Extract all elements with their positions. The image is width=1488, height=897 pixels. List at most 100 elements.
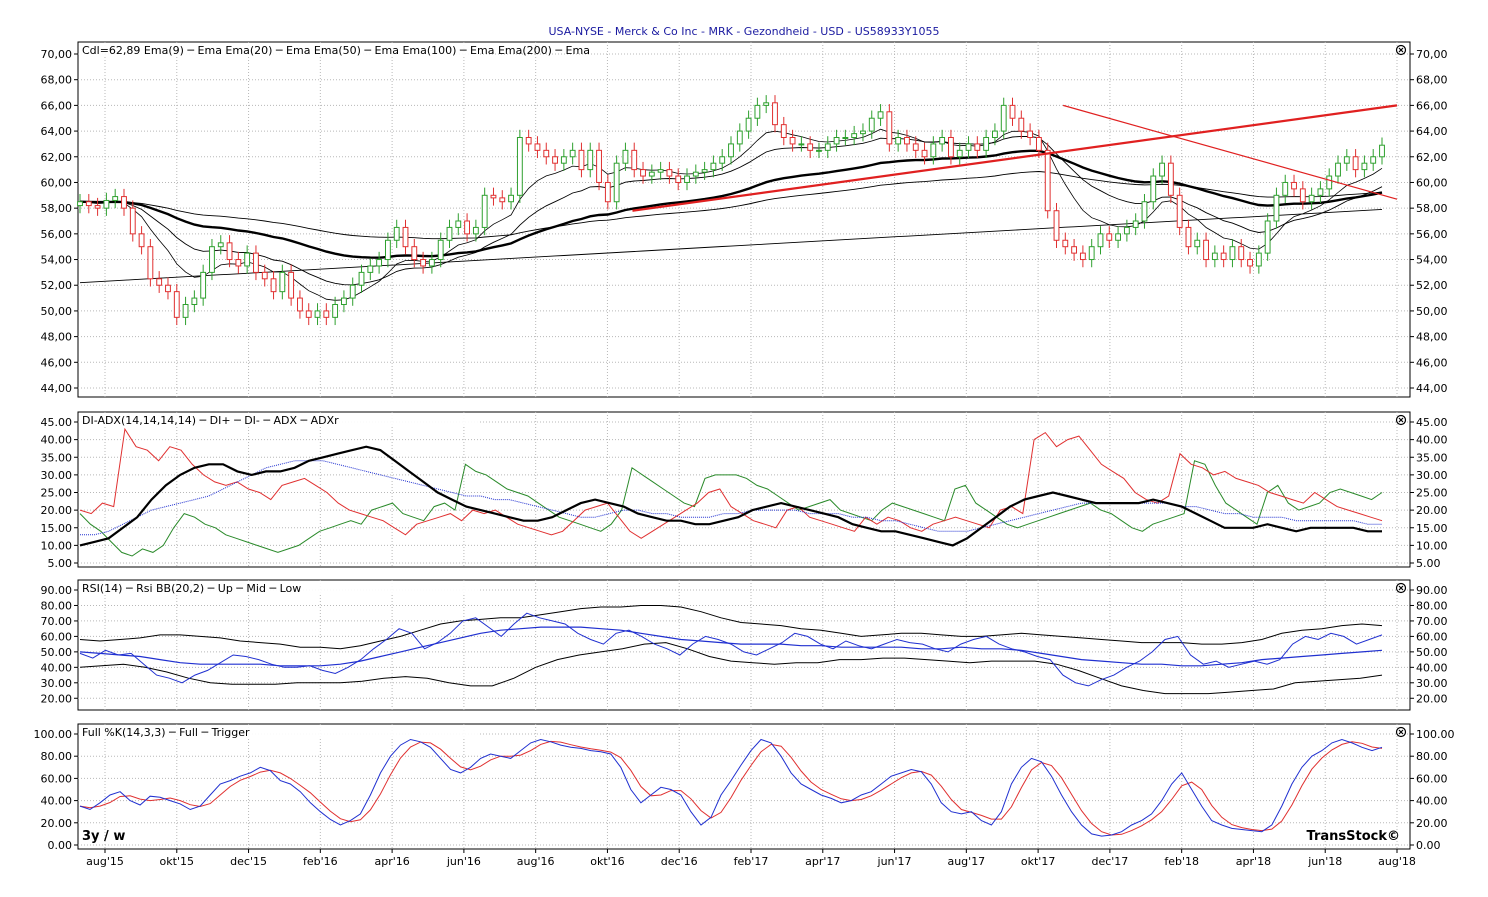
candle	[1203, 239, 1209, 261]
candle	[613, 162, 620, 203]
candle	[534, 143, 541, 151]
y-tick-label-left: 50,00	[41, 305, 73, 318]
y-tick-label-left: 20.00	[41, 504, 73, 517]
stoch-full-line	[79, 738, 1383, 837]
y-tick-label-right: 50.00	[1416, 646, 1448, 659]
x-tick-label: aug'18	[1378, 855, 1416, 868]
y-tick-label-left: 56,00	[41, 228, 73, 241]
candle	[763, 102, 770, 106]
candle	[745, 117, 752, 132]
panel-price: 70,00 70,00 68,00 68,00 66,00 66,00 64,00 64,00…	[41, 41, 1448, 398]
x-tick-label: jun'18	[1307, 855, 1342, 868]
y-tick-label-left: 64,00	[41, 125, 73, 138]
candle	[173, 291, 180, 318]
candle	[692, 171, 699, 177]
close-icon[interactable]	[1395, 582, 1407, 594]
candle	[1299, 188, 1306, 203]
candle	[807, 143, 814, 151]
candle	[349, 284, 356, 299]
y-tick-label-right: 35.00	[1416, 451, 1448, 464]
candle	[191, 297, 198, 306]
y-tick-label-right: 80.00	[1416, 750, 1448, 763]
candle	[1211, 252, 1218, 261]
y-tick-label-left: 60.00	[41, 630, 73, 643]
candle	[1370, 156, 1377, 164]
candle	[1185, 226, 1192, 248]
candle	[754, 104, 761, 119]
candle	[420, 259, 427, 267]
candle	[455, 220, 462, 228]
y-tick-label-right: 30.00	[1416, 469, 1448, 482]
candle	[138, 233, 145, 248]
candle	[314, 310, 321, 318]
x-tick-label: jun'16	[446, 855, 481, 868]
candle	[1071, 246, 1078, 254]
close-icon-cross[interactable]	[1398, 585, 1404, 591]
candle	[182, 304, 189, 318]
y-tick-label-left: 70.00	[41, 615, 73, 628]
stoch-trigger-line	[79, 740, 1383, 836]
y-tick-label-left: 90.00	[41, 584, 73, 597]
candle	[112, 196, 119, 201]
close-icon-cross[interactable]	[1398, 47, 1404, 53]
candle	[895, 137, 902, 145]
candle	[719, 156, 726, 164]
x-tick-label: feb'16	[303, 855, 338, 868]
y-tick-label-right: 45.00	[1416, 416, 1448, 429]
x-tick-label: okt'17	[1021, 855, 1055, 868]
candle	[1088, 246, 1095, 261]
y-tick-label-left: 70,00	[41, 48, 73, 61]
y-tick-label-right: 44,00	[1416, 382, 1448, 395]
candle	[1159, 162, 1165, 177]
candle	[472, 226, 479, 235]
ema-50-line	[79, 149, 1383, 259]
y-tick-label-right: 100.00	[1416, 728, 1455, 741]
candle	[1106, 233, 1113, 241]
panel-frame-price	[77, 41, 1411, 398]
close-icon-cross[interactable]	[1398, 417, 1404, 423]
legend-bg	[80, 726, 480, 739]
candle	[596, 149, 602, 183]
close-icon[interactable]	[1395, 44, 1407, 56]
candle	[464, 220, 471, 235]
candle	[1308, 194, 1315, 203]
candle	[842, 137, 849, 139]
legend-price: Cdl=62,89 Ema(9) ─ Ema Ema(20) ─ Ema Ema…	[82, 44, 590, 57]
candle	[789, 137, 796, 145]
y-tick-label-left: 80.00	[41, 750, 73, 763]
candle	[710, 162, 717, 171]
y-tick-label-left: 45.00	[41, 416, 73, 429]
candle	[1335, 162, 1341, 177]
candle	[736, 130, 743, 145]
y-tick-label-right: 10.00	[1416, 539, 1448, 552]
candle	[165, 284, 171, 293]
candle	[428, 259, 435, 267]
y-tick-label-left: 48,00	[41, 331, 73, 344]
x-tick-label: apr'17	[805, 855, 840, 868]
close-icon-cross[interactable]	[1398, 729, 1404, 735]
candle	[860, 130, 866, 135]
x-tick-label: dec'15	[230, 855, 267, 868]
candle	[1132, 220, 1139, 228]
candle	[437, 239, 444, 261]
candle	[798, 143, 805, 146]
candle	[411, 246, 418, 261]
y-tick-label-left: 5.00	[48, 557, 73, 570]
panel-frame-rsi	[77, 579, 1411, 711]
candle	[217, 242, 224, 248]
y-tick-label-left: 25.00	[41, 487, 73, 500]
close-icon[interactable]	[1395, 726, 1407, 738]
candle	[921, 149, 928, 158]
y-tick-label-left: 15.00	[41, 522, 73, 535]
candle	[684, 175, 690, 183]
x-tick-label: feb'18	[1164, 855, 1199, 868]
y-tick-label-right: 56,00	[1416, 228, 1448, 241]
y-tick-label-right: 30.00	[1416, 677, 1448, 690]
y-tick-label-right: 25.00	[1416, 487, 1448, 500]
candle	[1352, 156, 1359, 171]
panel-rsi: 90.00 90.00 80.00 80.00 70.00 70.00 60.00 60.00…	[41, 579, 1448, 711]
close-icon[interactable]	[1395, 414, 1407, 426]
candle	[481, 194, 488, 228]
candle	[1255, 252, 1262, 267]
